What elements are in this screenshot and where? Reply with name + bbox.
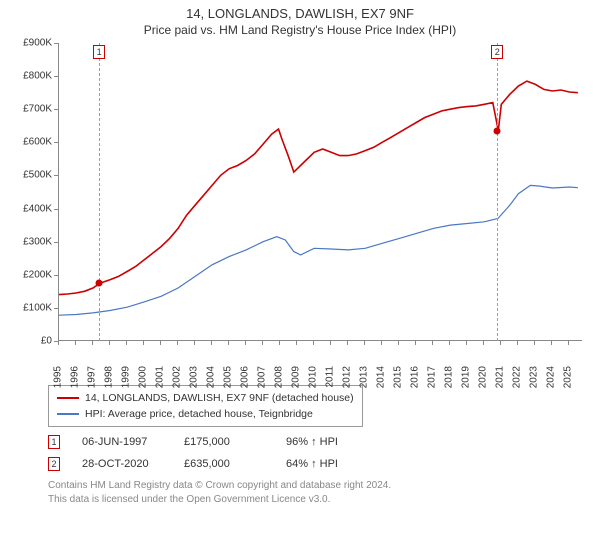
legend-swatch xyxy=(57,397,79,399)
x-axis-label: 1998 xyxy=(104,366,115,388)
x-axis-label: 1996 xyxy=(70,366,81,388)
legend-swatch xyxy=(57,413,79,415)
x-axis-label: 2001 xyxy=(155,366,166,388)
sale-marker-icon: 1 xyxy=(48,435,60,449)
y-axis-label: £0 xyxy=(10,336,52,347)
y-axis-label: £900K xyxy=(10,38,52,49)
footer-attribution: Contains HM Land Registry data © Crown c… xyxy=(48,479,590,506)
x-axis-label: 2012 xyxy=(342,366,353,388)
x-axis-label: 2005 xyxy=(223,366,234,388)
series-price_paid xyxy=(59,81,578,295)
sale-vs_hpi: 96% ↑ HPI xyxy=(286,436,366,448)
x-axis-label: 1995 xyxy=(53,366,64,388)
x-axis-label: 2015 xyxy=(393,366,404,388)
x-axis-label: 2019 xyxy=(461,366,472,388)
y-axis-label: £500K xyxy=(10,170,52,181)
legend-item: HPI: Average price, detached house, Teig… xyxy=(57,406,354,422)
sale-price: £175,000 xyxy=(184,436,264,448)
y-axis-label: £700K xyxy=(10,104,52,115)
x-axis-label: 1999 xyxy=(121,366,132,388)
legend-label: 14, LONGLANDS, DAWLISH, EX7 9NF (detache… xyxy=(85,390,354,406)
x-axis-label: 2020 xyxy=(478,366,489,388)
y-axis-label: £400K xyxy=(10,203,52,214)
chart-area: £0 £100K £200K £300K £400K £500K £600K £700K £80… xyxy=(10,43,590,383)
x-axis-label: 2008 xyxy=(274,366,285,388)
y-axis-label: £600K xyxy=(10,137,52,148)
x-axis-label: 2018 xyxy=(444,366,455,388)
x-axis-label: 2017 xyxy=(427,366,438,388)
footer-line1: Contains HM Land Registry data © Crown c… xyxy=(48,479,590,493)
x-axis-label: 2021 xyxy=(495,366,506,388)
sale-vs_hpi: 64% ↑ HPI xyxy=(286,458,366,470)
x-axis-label: 2014 xyxy=(376,366,387,388)
x-axis-label: 2006 xyxy=(240,366,251,388)
x-axis-label: 2007 xyxy=(257,366,268,388)
x-axis-label: 2022 xyxy=(512,366,523,388)
sale-marker-box: 1 xyxy=(93,45,105,59)
sale-price: £635,000 xyxy=(184,458,264,470)
y-axis-label: £200K xyxy=(10,269,52,280)
chart-title: 14, LONGLANDS, DAWLISH, EX7 9NF xyxy=(10,6,590,21)
legend-label: HPI: Average price, detached house, Teig… xyxy=(85,406,313,422)
sale-row: 2 28-OCT-2020 £635,000 64% ↑ HPI xyxy=(48,457,590,471)
x-axis-label: 2009 xyxy=(291,366,302,388)
x-axis-label: 2011 xyxy=(325,366,336,388)
x-axis-label: 2023 xyxy=(529,366,540,388)
sale-marker-box: 2 xyxy=(491,45,503,59)
plot-region xyxy=(58,43,582,341)
sale-date: 06-JUN-1997 xyxy=(82,436,162,448)
sale-marker-line xyxy=(497,43,498,341)
sale-marker-line xyxy=(99,43,100,341)
x-axis-label: 2003 xyxy=(189,366,200,388)
x-axis-label: 2000 xyxy=(138,366,149,388)
series-hpi xyxy=(59,185,578,315)
legend: 14, LONGLANDS, DAWLISH, EX7 9NF (detache… xyxy=(48,385,363,427)
x-axis-label: 2002 xyxy=(172,366,183,388)
plot-svg xyxy=(59,43,583,341)
sale-date: 28-OCT-2020 xyxy=(82,458,162,470)
x-axis-label: 2025 xyxy=(563,366,574,388)
sale-marker-dot xyxy=(494,127,501,134)
y-axis-label: £100K xyxy=(10,302,52,313)
chart-container: 14, LONGLANDS, DAWLISH, EX7 9NF Price pa… xyxy=(0,0,600,510)
x-axis-label: 1997 xyxy=(87,366,98,388)
x-axis-label: 2004 xyxy=(206,366,217,388)
y-axis-label: £300K xyxy=(10,236,52,247)
footer-line2: This data is licensed under the Open Gov… xyxy=(48,493,590,507)
chart-subtitle: Price paid vs. HM Land Registry's House … xyxy=(10,23,590,37)
legend-item: 14, LONGLANDS, DAWLISH, EX7 9NF (detache… xyxy=(57,390,354,406)
sale-marker-dot xyxy=(96,280,103,287)
sales-table: 1 06-JUN-1997 £175,000 96% ↑ HPI 2 28-OCT-202… xyxy=(48,435,590,471)
x-axis-label: 2016 xyxy=(410,366,421,388)
y-axis-label: £800K xyxy=(10,71,52,82)
sale-marker-icon: 2 xyxy=(48,457,60,471)
sale-row: 1 06-JUN-1997 £175,000 96% ↑ HPI xyxy=(48,435,590,449)
x-axis-label: 2010 xyxy=(308,366,319,388)
x-axis-label: 2024 xyxy=(546,366,557,388)
x-axis-label: 2013 xyxy=(359,366,370,388)
